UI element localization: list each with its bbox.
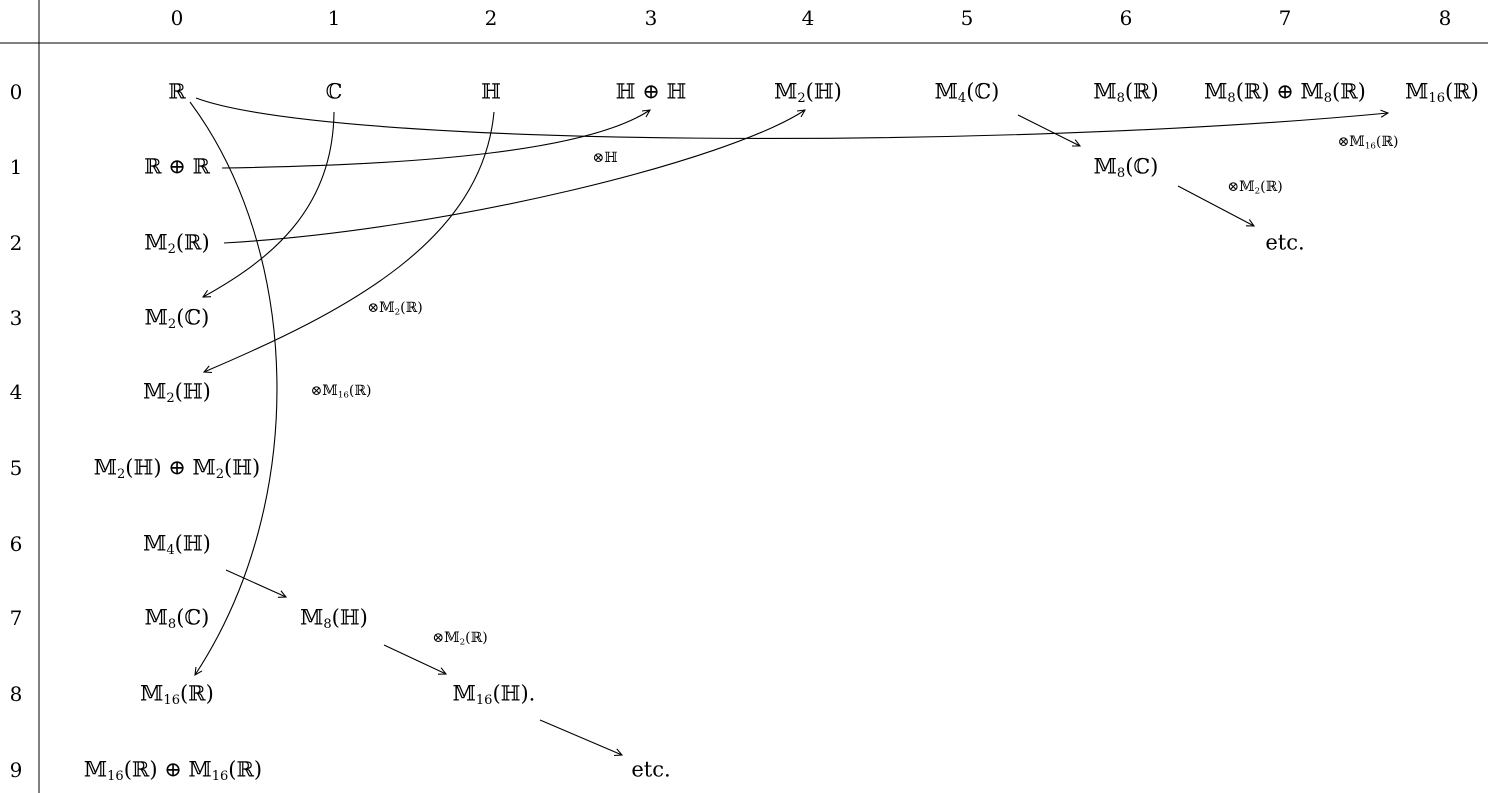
col-header-1: 1 bbox=[327, 6, 341, 30]
col-header-2: 2 bbox=[484, 6, 498, 30]
arrow-RplusR-to-HplusH bbox=[221, 110, 650, 169]
entry-r8c0: 𝕄16(ℝ) bbox=[140, 681, 214, 709]
row-header-0: 0 bbox=[9, 80, 23, 104]
entry-r5c0: 𝕄2(ℍ) ⊕ 𝕄2(ℍ) bbox=[93, 455, 261, 483]
annotation-tensor-M2R-upper: ⊗𝕄2(ℝ) bbox=[1227, 179, 1283, 197]
col-header-8: 8 bbox=[1438, 6, 1452, 30]
row-header-6: 6 bbox=[9, 532, 23, 556]
entry-r0c8: 𝕄16(ℝ) bbox=[1405, 79, 1479, 107]
entry-r8c2: 𝕄16(ℍ). bbox=[452, 681, 536, 709]
entry-r0c1: ℂ bbox=[325, 79, 343, 104]
entry-r0c4: 𝕄2(ℍ) bbox=[774, 79, 842, 107]
col-header-7: 7 bbox=[1278, 6, 1292, 30]
col-header-3: 3 bbox=[644, 6, 658, 30]
entry-r1c6: 𝕄8(ℂ) bbox=[1093, 154, 1159, 182]
arrow-M8H-to-M16H bbox=[383, 644, 446, 674]
col-header-0: 0 bbox=[170, 6, 184, 30]
row-header-9: 9 bbox=[9, 758, 23, 782]
row-header-8: 8 bbox=[9, 682, 23, 706]
entry-r3c0: 𝕄2(ℂ) bbox=[144, 305, 210, 333]
entry-r0c7: 𝕄8(ℝ) ⊕ 𝕄8(ℝ) bbox=[1204, 79, 1366, 107]
entry-r2c7: etc. bbox=[1265, 230, 1305, 255]
row-header-2: 2 bbox=[9, 231, 23, 255]
arrow-M2R-to-M2H bbox=[223, 110, 805, 244]
annotation-tensor-H: ⊗ℍ bbox=[592, 150, 618, 166]
arrow-M4C-to-M8C bbox=[1017, 114, 1080, 146]
entry-r0c3: ℍ ⊕ ℍ bbox=[615, 79, 687, 104]
entry-r0c6: 𝕄8(ℝ) bbox=[1093, 79, 1159, 107]
entry-r0c0: ℝ bbox=[168, 79, 186, 104]
entry-r6c0: 𝕄4(ℍ) bbox=[143, 531, 211, 559]
col-header-6: 6 bbox=[1119, 6, 1133, 30]
annotation-tensor-M2R-left: ⊗𝕄2(ℝ) bbox=[367, 300, 423, 318]
annotation-tensor-M16R-right: ⊗𝕄16(ℝ) bbox=[1337, 134, 1399, 152]
row-header-1: 1 bbox=[9, 155, 23, 179]
arrow-M16H-to-etc bbox=[539, 719, 622, 755]
entry-r9c3: etc. bbox=[631, 757, 671, 782]
row-header-4: 4 bbox=[9, 380, 23, 404]
annotation-tensor-M2R-lower: ⊗𝕄2(ℝ) bbox=[432, 630, 488, 648]
entry-r1c0: ℝ ⊕ ℝ bbox=[144, 154, 210, 179]
entry-r7c0: 𝕄8(ℂ) bbox=[144, 605, 210, 633]
arrow-M8C-to-etc bbox=[1177, 185, 1254, 226]
col-header-5: 5 bbox=[960, 6, 974, 30]
entry-r2c0: 𝕄2(ℝ) bbox=[144, 230, 210, 258]
entry-r7c1: 𝕄8(ℍ) bbox=[300, 605, 368, 633]
arrow-H-to-M2H bbox=[204, 111, 495, 372]
entry-r9c0: 𝕄16(ℝ) ⊕ 𝕄16(ℝ) bbox=[83, 757, 263, 785]
arrow-R-to-M16R-right bbox=[195, 97, 1388, 139]
annotation-tensor-M16R-left: ⊗𝕄16(ℝ) bbox=[310, 383, 372, 401]
arrow-R-to-M16R-down bbox=[189, 101, 278, 675]
row-header-3: 3 bbox=[9, 306, 23, 330]
row-header-5: 5 bbox=[9, 456, 23, 480]
entry-r0c5: 𝕄4(ℂ) bbox=[934, 79, 1000, 107]
col-header-4: 4 bbox=[801, 6, 815, 30]
entry-r4c0: 𝕄2(ℍ) bbox=[143, 379, 211, 407]
arrow-C-to-M2C bbox=[203, 111, 335, 297]
arrow-M4H-to-M8H bbox=[225, 569, 286, 597]
row-header-7: 7 bbox=[9, 606, 23, 630]
entry-r0c2: ℍ bbox=[481, 79, 501, 104]
